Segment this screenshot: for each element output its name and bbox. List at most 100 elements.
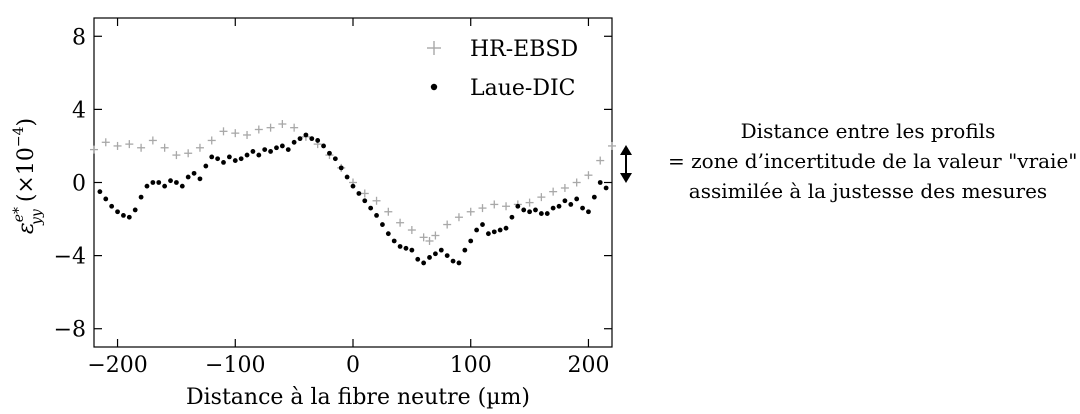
data-point-laue-dic [309, 136, 315, 142]
data-point-laue-dic [103, 196, 109, 202]
data-point-laue-dic [450, 258, 456, 264]
data-point-laue-dic [544, 211, 550, 216]
data-point-hr-ebsd [525, 198, 534, 207]
data-point-laue-dic [538, 211, 544, 216]
data-point-laue-dic [144, 183, 150, 189]
data-point-laue-dic [385, 231, 391, 237]
y-tick-label: 4 [72, 98, 86, 123]
data-point-laue-dic [368, 205, 374, 211]
data-point-laue-dic [238, 156, 244, 162]
data-point-laue-dic [156, 180, 162, 185]
data-point-hr-ebsd [101, 138, 110, 147]
data-point-hr-ebsd [160, 143, 169, 152]
data-point-laue-dic [174, 180, 179, 185]
data-point-hr-ebsd [231, 129, 240, 138]
data-point-laue-dic [603, 185, 609, 191]
data-point-laue-dic [109, 203, 115, 209]
x-axis-label: Distance à la fibre neutre (µm) [186, 385, 530, 410]
data-point-hr-ebsd [584, 171, 593, 180]
data-point-laue-dic [203, 163, 209, 169]
data-point-hr-ebsd [466, 207, 475, 216]
data-point-laue-dic [209, 154, 215, 160]
data-point-hr-ebsd [572, 178, 581, 187]
data-point-laue-dic [374, 213, 379, 218]
data-point-laue-dic [503, 225, 509, 231]
data-point-laue-dic [132, 207, 138, 213]
data-point-laue-dic [491, 229, 497, 235]
data-point-hr-ebsd [172, 151, 181, 160]
data-point-laue-dic [291, 139, 297, 145]
data-point-hr-ebsd [443, 220, 452, 229]
data-point-laue-dic [391, 238, 397, 244]
annotation-line-2: = zone d’incertitude de la valeur "vraie… [668, 149, 1078, 173]
data-point-laue-dic [433, 251, 438, 257]
data-point-laue-dic [468, 238, 474, 244]
data-point-hr-ebsd [454, 213, 463, 222]
data-point-laue-dic [403, 245, 409, 251]
data-point-laue-dic [438, 247, 444, 253]
data-point-laue-dic [580, 205, 585, 211]
y-axis-unit: (×10 [14, 147, 39, 209]
data-point-laue-dic [427, 255, 432, 260]
y-tick-label: 0 [72, 172, 86, 197]
data-point-laue-dic [409, 247, 415, 253]
x-tick-label: −200 [87, 353, 147, 378]
data-point-laue-dic [480, 222, 485, 227]
data-point-laue-dic [250, 149, 256, 154]
data-point-laue-dic [533, 207, 538, 213]
data-point-laue-dic [179, 183, 185, 189]
data-point-laue-dic [274, 145, 279, 151]
data-point-laue-dic [215, 156, 221, 162]
data-point-laue-dic [421, 260, 427, 266]
y-axis-unit-exponent: −4 [11, 126, 27, 147]
annotation-line-1: Distance entre les profils [740, 119, 996, 143]
data-point-laue-dic [297, 136, 303, 142]
data-point-laue-dic [126, 214, 132, 220]
data-point-laue-dic [256, 152, 262, 158]
data-point-laue-dic [285, 147, 291, 153]
data-point-laue-dic [574, 196, 580, 202]
y-axis-subscript: yy [29, 208, 45, 226]
data-point-hr-ebsd [207, 136, 216, 145]
data-point-laue-dic [338, 165, 344, 171]
data-point-hr-ebsd [502, 202, 511, 211]
legend-label-hr-ebsd: HR-EBSD [470, 37, 578, 62]
data-point-hr-ebsd [560, 183, 569, 192]
annotation-line-3: assimilée à la justesse des mesures [688, 179, 1048, 203]
data-point-laue-dic [97, 189, 103, 195]
data-point-laue-dic [303, 132, 309, 138]
data-point-hr-ebsd [278, 120, 287, 129]
x-tick-label: −100 [205, 353, 265, 378]
double-arrow-icon [620, 145, 632, 183]
data-point-laue-dic [268, 149, 273, 154]
y-axis-label: εe* yy (×10−4) [11, 118, 45, 234]
data-point-hr-ebsd [596, 156, 605, 165]
data-point-hr-ebsd [425, 236, 434, 245]
data-point-hr-ebsd [254, 125, 263, 134]
data-point-laue-dic [568, 202, 574, 207]
data-point-laue-dic [115, 209, 120, 215]
data-point-hr-ebsd [243, 130, 252, 139]
data-point-laue-dic [327, 150, 332, 156]
data-point-laue-dic [262, 147, 268, 153]
data-point-laue-dic [321, 143, 326, 149]
data-point-hr-ebsd [549, 187, 558, 196]
data-point-laue-dic [527, 209, 532, 215]
data-point-laue-dic [597, 180, 603, 185]
data-point-laue-dic [456, 260, 462, 266]
y-axis-superscript: e* [11, 207, 27, 222]
data-point-hr-ebsd [478, 204, 487, 213]
data-point-laue-dic [197, 176, 203, 182]
data-point-hr-ebsd [384, 207, 393, 216]
y-axis-unit-close: ) [14, 118, 39, 127]
data-point-hr-ebsd [137, 143, 146, 152]
x-tick-label: 0 [346, 353, 360, 378]
y-tick-label: −8 [54, 318, 86, 343]
data-point-hr-ebsd [537, 193, 546, 202]
data-point-hr-ebsd [148, 136, 157, 145]
data-point-laue-dic [444, 253, 450, 259]
data-point-laue-dic [162, 183, 168, 189]
data-point-hr-ebsd [419, 233, 428, 242]
data-point-laue-dic [356, 191, 362, 196]
data-point-hr-ebsd [431, 231, 440, 240]
